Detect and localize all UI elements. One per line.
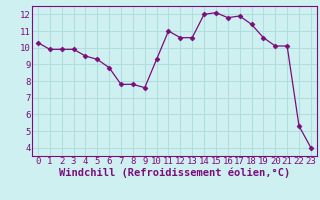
- X-axis label: Windchill (Refroidissement éolien,°C): Windchill (Refroidissement éolien,°C): [59, 168, 290, 178]
